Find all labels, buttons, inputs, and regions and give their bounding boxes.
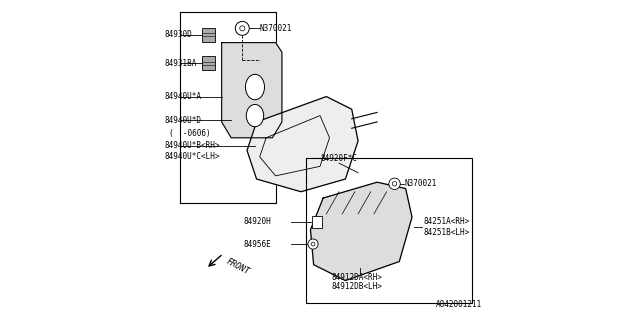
- Text: A842001211: A842001211: [436, 300, 482, 309]
- Circle shape: [389, 178, 400, 189]
- Text: 84912DB<LH>: 84912DB<LH>: [331, 282, 382, 292]
- Ellipse shape: [246, 105, 264, 127]
- Text: 84956E: 84956E: [243, 240, 271, 249]
- Circle shape: [311, 242, 315, 246]
- Polygon shape: [221, 43, 282, 138]
- Ellipse shape: [246, 74, 264, 100]
- Text: 84940U*B<RH>: 84940U*B<RH>: [164, 141, 220, 150]
- Text: (  -0606): ( -0606): [170, 129, 211, 138]
- Text: 84940U*D: 84940U*D: [164, 116, 202, 125]
- Text: 84931BA: 84931BA: [164, 59, 197, 68]
- Text: 84920H: 84920H: [243, 217, 271, 226]
- Bar: [306, 158, 472, 303]
- Text: 84251B<LH>: 84251B<LH>: [423, 228, 469, 237]
- Circle shape: [240, 26, 245, 31]
- Text: 84940U*C<LH>: 84940U*C<LH>: [164, 152, 220, 161]
- Bar: [312, 216, 322, 228]
- Bar: [202, 28, 215, 42]
- Text: FRONT: FRONT: [225, 257, 251, 276]
- Text: 84920F*C: 84920F*C: [320, 154, 357, 163]
- Text: 84912DA<RH>: 84912DA<RH>: [331, 273, 382, 282]
- Circle shape: [392, 181, 397, 186]
- Circle shape: [308, 239, 318, 249]
- Text: N370021: N370021: [260, 24, 292, 33]
- Polygon shape: [310, 182, 412, 281]
- Text: 84251A<RH>: 84251A<RH>: [423, 217, 469, 226]
- Text: 84940U*A: 84940U*A: [164, 92, 202, 101]
- Bar: [202, 56, 215, 70]
- Text: 84930D: 84930D: [164, 30, 192, 39]
- Text: N370021: N370021: [404, 179, 436, 188]
- Polygon shape: [247, 97, 358, 192]
- Circle shape: [236, 21, 249, 35]
- Bar: [180, 12, 276, 203]
